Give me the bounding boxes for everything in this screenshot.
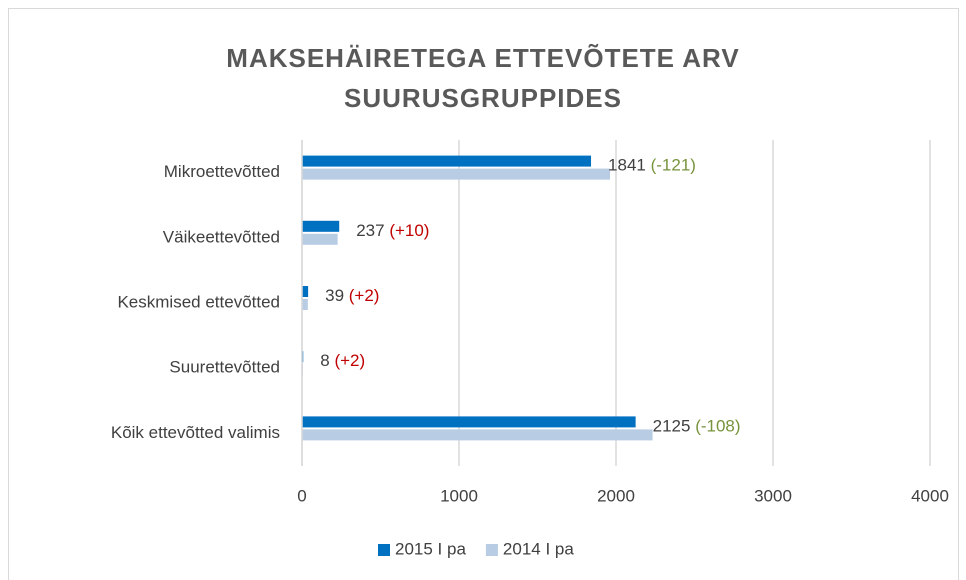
x-tick-label: 2000 — [597, 486, 635, 505]
y-tick-label: Väikeettevõtted — [163, 227, 280, 246]
data-label-change: (+10) — [389, 221, 429, 240]
y-tick-label: Kõik ettevõtted valimis — [111, 423, 280, 442]
data-label-change: (+2) — [349, 286, 380, 305]
bar — [302, 168, 611, 180]
data-label: 237 (+10) — [356, 221, 429, 240]
data-label: 1841 (-121) — [608, 156, 696, 175]
data-label-value: 237 — [356, 221, 384, 240]
legend-label: 2015 I pa — [395, 539, 466, 558]
bar — [302, 299, 308, 310]
data-label: 39 (+2) — [325, 286, 379, 305]
x-tick-label: 0 — [297, 486, 306, 505]
data-label-value: 2125 — [653, 417, 691, 436]
data-label-value: 1841 — [608, 156, 646, 175]
data-label-change: (-121) — [651, 156, 696, 175]
bar — [302, 286, 309, 297]
y-tick-label: Mikroettevõtted — [164, 162, 280, 181]
bar — [302, 233, 338, 245]
data-label-value: 39 — [325, 286, 344, 305]
y-tick-label: Keskmised ettevõtted — [117, 292, 280, 311]
bar — [302, 220, 340, 232]
data-label: 8 (+2) — [320, 352, 365, 371]
bar — [302, 416, 636, 428]
legend-label: 2014 I pa — [503, 539, 574, 558]
x-tick-label: 3000 — [754, 486, 792, 505]
legend-swatch — [485, 544, 498, 556]
x-tick-label: 4000 — [911, 486, 949, 505]
data-label: 2125 (-108) — [653, 417, 741, 436]
bar — [302, 155, 592, 167]
data-label-change: (-108) — [695, 417, 740, 436]
y-tick-label: Suurettevõtted — [169, 358, 280, 377]
chart-frame — [8, 8, 959, 580]
chart-title: MAKSEHÄIRETEGA ETTEVÕTETE ARV SUURUSGRUP… — [226, 43, 740, 113]
legend-swatch — [378, 544, 390, 556]
data-label-value: 8 — [320, 352, 329, 371]
data-label-change: (+2) — [334, 352, 365, 371]
x-tick-label: 1000 — [440, 486, 478, 505]
bar — [302, 429, 653, 441]
